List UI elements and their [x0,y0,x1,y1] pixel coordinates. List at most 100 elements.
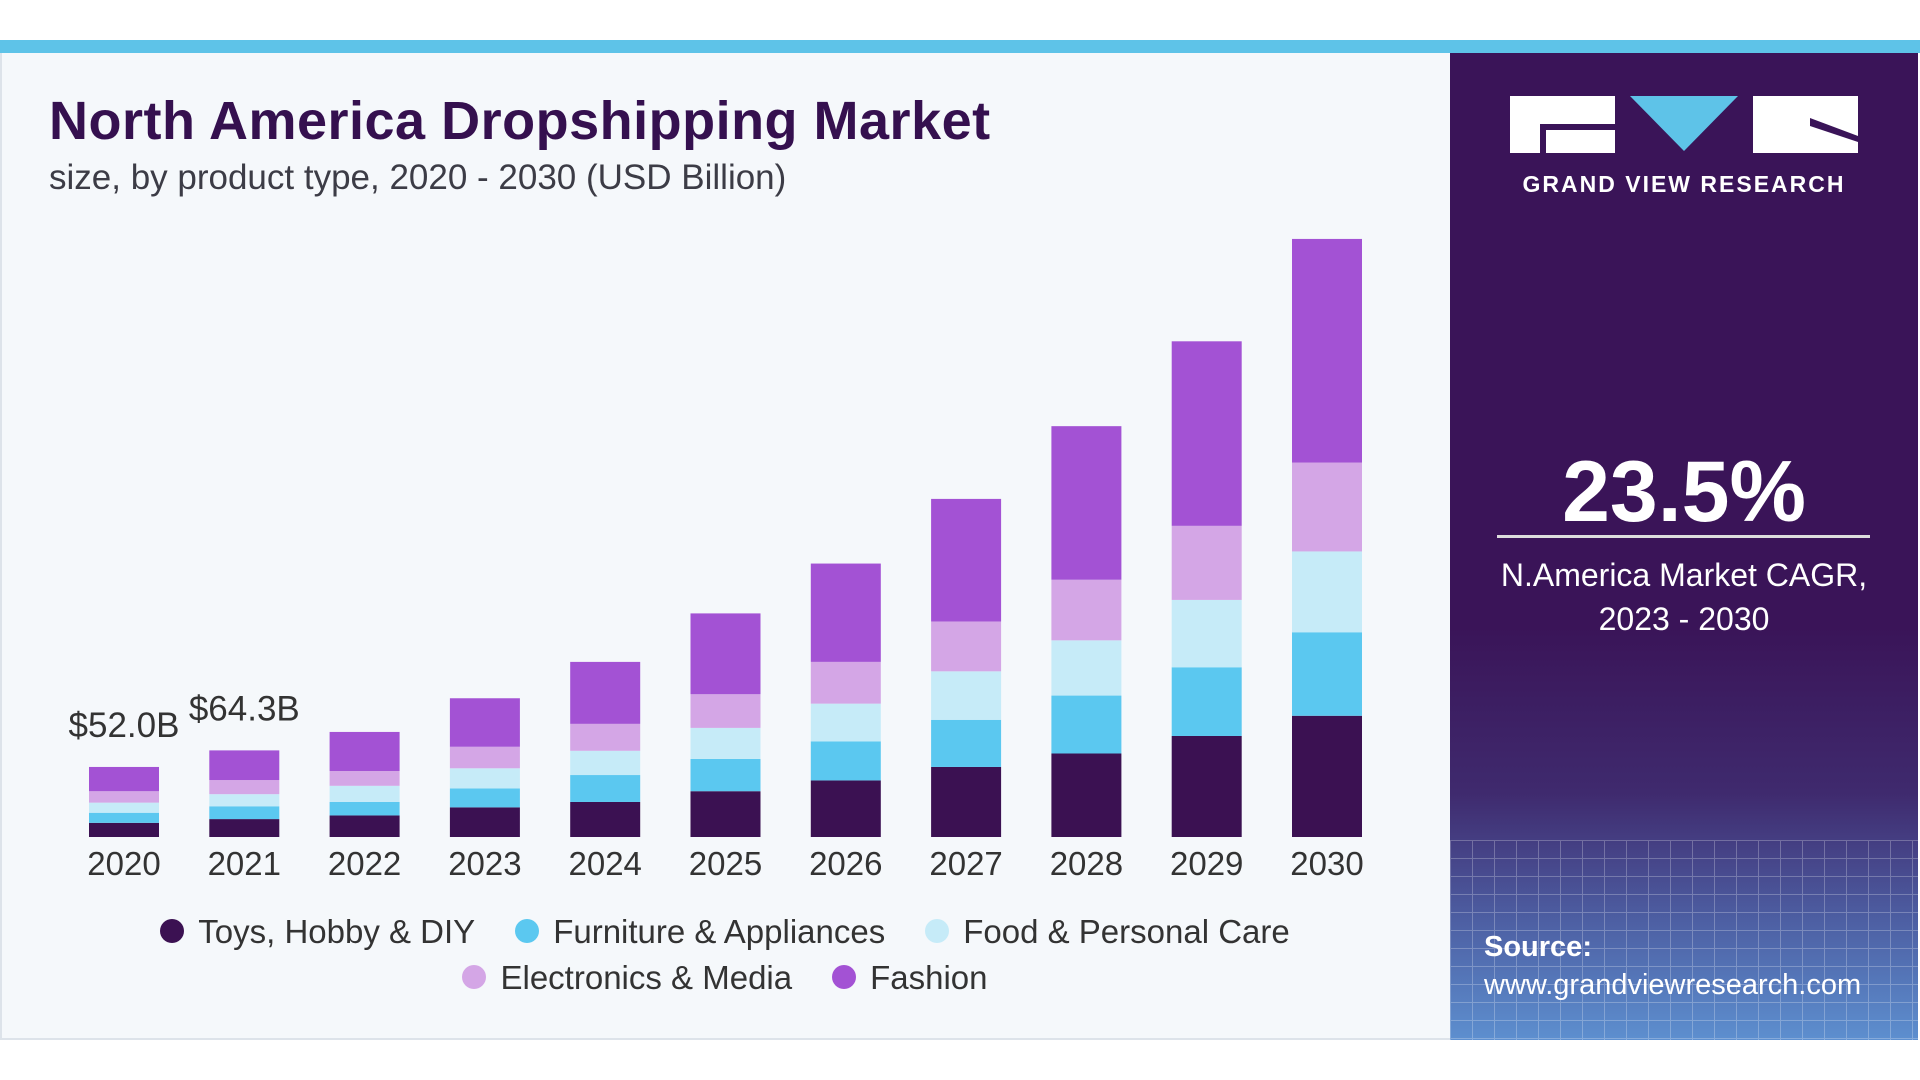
cagr-label-line1: N.America Market CAGR, [1500,557,1868,593]
grid-decoration [1450,840,1918,1040]
x-tick-label-2029: 2029 [1170,845,1243,882]
chart-title: North America Dropshipping Market [49,91,991,151]
bar-segment-food-personal-care-2028 [1051,640,1122,696]
bar-segment-fashion-2021 [209,750,280,781]
bar-segment-electronics-media-2027 [931,621,1002,672]
bar-segment-electronics-media-2024 [570,723,641,751]
bar-segment-electronics-media-2026 [810,661,881,704]
bar-segment-fashion-2026 [810,563,881,662]
cagr-label: N.America Market CAGR, 2023 - 2030 [1450,553,1918,641]
bar-segment-toys-hobby-diy-2021 [209,819,280,837]
bar-segment-toys-hobby-diy-2020 [89,822,159,837]
bar-segment-furniture-appliances-2022 [329,801,400,816]
bar-segment-electronics-media-2021 [209,780,280,795]
bar-segment-electronics-media-2030 [1292,462,1362,552]
bar-segment-fashion-2028 [1051,426,1122,580]
legend-dot-icon [925,919,950,944]
brand-panel: GRAND VIEW RESEARCH 23.5% N.America Mark… [1450,53,1918,1040]
x-tick-label-2025: 2025 [689,845,762,882]
bar-segment-food-personal-care-2025 [690,727,761,759]
legend-label: Fashion [870,959,988,996]
legend-dot-icon [160,919,185,944]
source-url[interactable]: www.grandviewresearch.com [1484,969,1862,1001]
x-tick-label-2022: 2022 [328,845,401,882]
bar-segment-electronics-media-2023 [449,746,520,769]
cagr-value: 23.5% [1562,444,1806,540]
bar-segment-furniture-appliances-2027 [931,719,1002,767]
bar-segment-toys-hobby-diy-2024 [570,801,641,837]
bar-segment-furniture-appliances-2021 [209,806,280,820]
legend-label: Furniture & Appliances [553,913,886,950]
x-tick-label-2030: 2030 [1290,845,1363,882]
x-tick-label-2023: 2023 [448,845,521,882]
legend-dot-icon [515,919,540,944]
bar-segment-toys-hobby-diy-2025 [690,791,761,837]
bar-segment-fashion-2030 [1292,238,1362,463]
bar-segment-toys-hobby-diy-2027 [931,766,1002,837]
chart-subtitle: size, by product type, 2020 - 2030 (USD … [49,158,787,197]
bar-segment-furniture-appliances-2020 [89,812,159,823]
bar-segment-fashion-2029 [1171,341,1242,526]
accent-top-bar [0,40,1920,53]
bar-segment-fashion-2022 [329,731,400,771]
cagr-label-line2: 2023 - 2030 [1598,601,1770,637]
divider [1497,535,1870,538]
bar-segment-furniture-appliances-2024 [570,775,641,802]
source-label: Source: [1484,931,1592,963]
stacked-bar-chart: 2020 2021 2022 2023 2024 2025 2026 2027 2028 2029… [69,238,1364,882]
bar-segment-furniture-appliances-2025 [690,758,761,792]
bar-segment-electronics-media-2029 [1171,525,1242,600]
legend-row-1: Toys, Hobby & DIY Furniture & Appliances F… [0,913,1450,951]
bar-segment-food-personal-care-2023 [449,768,520,789]
x-tick-label-2026: 2026 [809,845,882,882]
legend-label: Electronics & Media [500,959,793,996]
bar-segment-fashion-2024 [570,661,641,724]
bar-segment-electronics-media-2020 [89,791,159,803]
bar-segment-furniture-appliances-2029 [1171,667,1242,736]
bar-segment-furniture-appliances-2026 [810,741,881,781]
legend-item-fashion: Fashion [832,959,988,997]
bar-segment-fashion-2023 [449,698,520,747]
bar-segment-fashion-2020 [89,766,159,792]
bar-segment-food-personal-care-2027 [931,671,1002,720]
bar-segment-furniture-appliances-2030 [1292,632,1362,716]
bar-segment-fashion-2027 [931,498,1002,622]
x-tick-label-2027: 2027 [929,845,1002,882]
bar-segment-food-personal-care-2021 [209,794,280,807]
legend-item-furniture-appliances: Furniture & Appliances [515,913,885,951]
legend-row-2: Electronics & Media Fashion [0,959,1450,997]
x-tick-label-2024: 2024 [568,845,641,882]
bar-segment-food-personal-care-2020 [89,802,159,813]
bar-segment-electronics-media-2025 [690,694,761,728]
bar-segment-fashion-2025 [690,613,761,695]
bar-segment-toys-hobby-diy-2030 [1292,715,1362,837]
x-tick-label-2020: 2020 [87,845,160,882]
bar-segment-toys-hobby-diy-2022 [329,815,400,837]
bar-segment-furniture-appliances-2023 [449,788,520,808]
bar-segment-food-personal-care-2026 [810,703,881,742]
legend-label: Food & Personal Care [963,913,1290,950]
x-tick-label-2021: 2021 [208,845,281,882]
x-tick-label-2028: 2028 [1050,845,1123,882]
bar-segment-electronics-media-2028 [1051,579,1122,641]
bar-segment-toys-hobby-diy-2023 [449,807,520,837]
legend-item-electronics-media: Electronics & Media [462,959,792,997]
brand-name: GRAND VIEW RESEARCH [1522,171,1846,197]
gvr-logo-icon [1510,96,1858,153]
legend-item-toys-hobby-diy: Toys, Hobby & DIY [160,913,475,951]
bar-segment-food-personal-care-2022 [329,785,400,802]
data-label-2020: $52.0B [69,706,180,745]
bar-segment-toys-hobby-diy-2028 [1051,753,1122,837]
bar-segment-toys-hobby-diy-2026 [810,780,881,837]
bar-segment-food-personal-care-2029 [1171,599,1242,668]
bar-segment-food-personal-care-2024 [570,750,641,776]
bar-segment-electronics-media-2022 [329,770,400,786]
data-label-2021: $64.3B [189,689,300,728]
bar-segment-furniture-appliances-2028 [1051,695,1122,754]
legend-label: Toys, Hobby & DIY [198,913,476,950]
bar-segment-food-personal-care-2030 [1292,551,1362,633]
bar-segment-toys-hobby-diy-2029 [1171,735,1242,837]
legend-item-food-personal-care: Food & Personal Care [925,913,1290,951]
legend-dot-icon [832,965,857,990]
legend-dot-icon [462,965,487,990]
